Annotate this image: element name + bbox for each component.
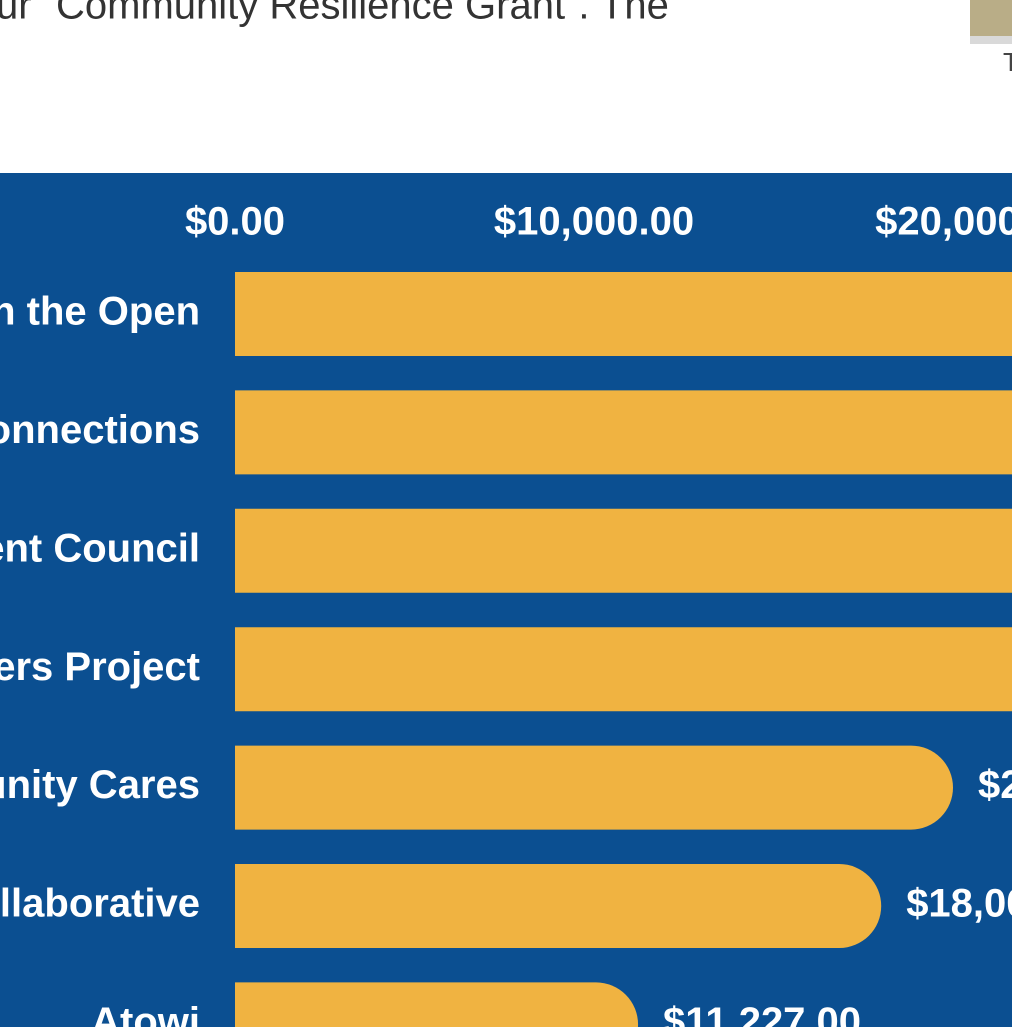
bar (235, 272, 1012, 356)
category-label: unity Cares (0, 763, 200, 807)
x-tick-label: $0.00 (185, 200, 285, 244)
value-label: $2 (978, 763, 1012, 807)
x-tick-label: $20,000. (875, 200, 1012, 244)
bar (235, 508, 1012, 593)
image (970, 0, 1012, 36)
category-label: ollaborative (0, 882, 200, 926)
intro-text: ur “Community Resilience Grant”. The (0, 0, 669, 28)
category-label: Atowi (91, 1000, 200, 1027)
value-label: $11,227.00 (663, 1000, 861, 1027)
category-label: onnections (0, 408, 200, 452)
x-tick-label: $10,000.00 (494, 200, 694, 244)
bar (235, 864, 882, 948)
bar (235, 745, 954, 830)
category-label: ent Council (0, 526, 200, 570)
image-caption: T (1003, 47, 1012, 77)
category-label: n the Open (0, 290, 200, 334)
image-shadow (970, 36, 1012, 44)
bar (235, 627, 1012, 712)
value-label: $18,00 (906, 882, 1012, 926)
bar (235, 982, 638, 1027)
category-label: ers Project (0, 645, 200, 689)
bar (235, 390, 1012, 475)
